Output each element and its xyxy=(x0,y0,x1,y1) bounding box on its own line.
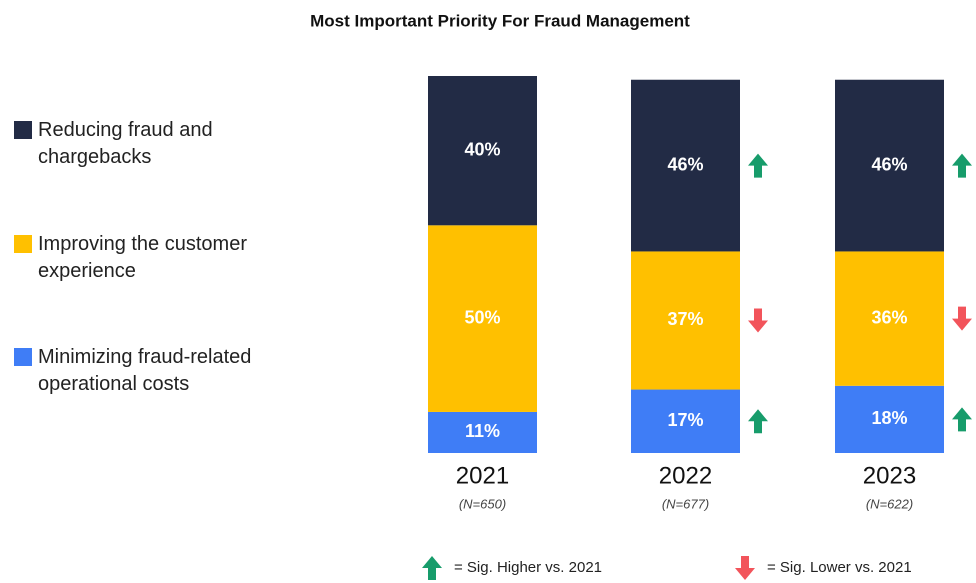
sig-arrow xyxy=(952,407,972,432)
sig-arrow xyxy=(952,153,972,178)
bar-segment xyxy=(428,225,537,412)
legend-label: Minimizing fraud-related operational cos… xyxy=(38,346,252,395)
value-label: 11% xyxy=(465,421,500,441)
sig-key-arrow xyxy=(422,556,442,580)
legend-swatch xyxy=(14,348,32,366)
bar-segment xyxy=(835,385,944,453)
bar-segment xyxy=(631,389,740,453)
chart-title: Most Important Priority For Fraud Manage… xyxy=(310,11,690,30)
bar-segment xyxy=(835,251,944,386)
sig-arrow xyxy=(952,306,972,331)
bar-segment xyxy=(631,251,740,390)
value-label: 46% xyxy=(667,154,703,174)
x-tick-label: 2021 xyxy=(456,462,509,489)
legend-swatch xyxy=(14,121,32,139)
sig-key-label: = Sig. Lower vs. 2021 xyxy=(767,559,912,576)
legend-label: Reducing fraud and chargebacks xyxy=(38,119,213,168)
legend-item: Reducing fraud and chargebacks xyxy=(14,117,313,171)
x-tick-label: 2022 xyxy=(659,462,712,489)
legend-label: Improving the customer experience xyxy=(38,233,247,282)
value-label: 18% xyxy=(871,408,907,428)
sig-arrow xyxy=(748,308,768,333)
sample-size: (N=622) xyxy=(866,496,913,511)
sig-key-label: = Sig. Higher vs. 2021 xyxy=(454,559,602,576)
sample-size: (N=677) xyxy=(662,496,709,511)
legend-swatch xyxy=(14,235,32,253)
sample-size: (N=650) xyxy=(459,496,506,511)
value-label: 36% xyxy=(871,307,907,327)
value-label: 17% xyxy=(667,410,703,430)
value-label: 40% xyxy=(464,139,500,159)
bar-segment xyxy=(428,76,537,226)
x-tick-label: 2023 xyxy=(863,462,916,489)
bar-segment xyxy=(631,79,740,252)
value-label: 46% xyxy=(871,154,907,174)
sig-key-arrow xyxy=(735,556,755,580)
value-label: 37% xyxy=(667,309,703,329)
sig-arrow xyxy=(748,409,768,434)
bar-segment xyxy=(428,411,537,453)
legend-item: Improving the customer experience xyxy=(14,231,313,285)
bar-segment xyxy=(835,79,944,252)
sig-arrow xyxy=(748,153,768,178)
value-label: 50% xyxy=(464,307,500,327)
legend-item: Minimizing fraud-related operational cos… xyxy=(14,344,313,398)
